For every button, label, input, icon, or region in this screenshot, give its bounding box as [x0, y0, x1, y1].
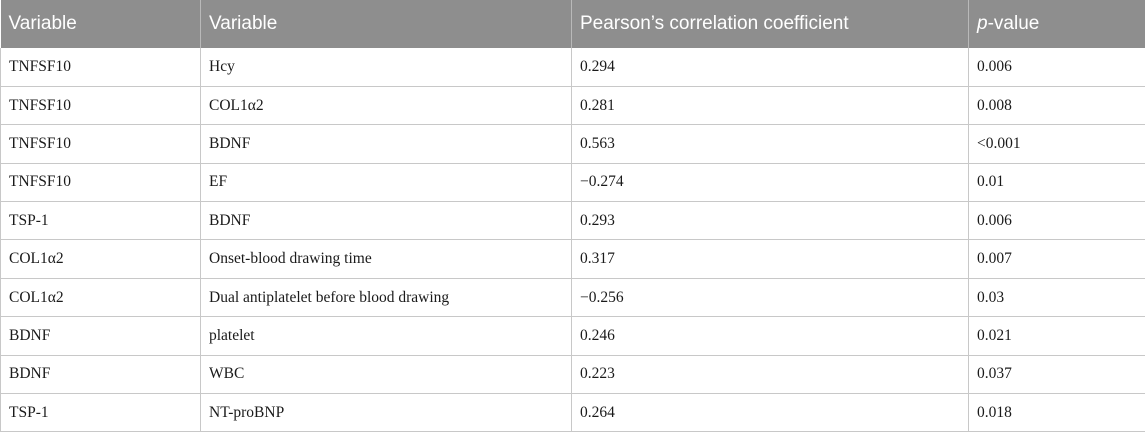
cell-pearson: 0.293 — [571, 201, 969, 241]
table-row: COL1α2 Onset-blood drawing time 0.317 0.… — [0, 239, 1145, 279]
cell-variable-1: BDNF — [0, 316, 201, 356]
header-row: Variable Variable Pearson’s correlation … — [0, 0, 1145, 48]
cell-variable-2: WBC — [200, 355, 572, 395]
header-p-value: p-value — [969, 0, 1145, 48]
header-p-italic: p — [977, 13, 988, 34]
cell-p-value: 0.037 — [968, 355, 1145, 395]
cell-variable-2: Hcy — [200, 48, 572, 87]
table-row: TNFSF10 COL1α2 0.281 0.008 — [0, 86, 1145, 126]
header-p-suffix: -value — [987, 13, 1040, 34]
cell-variable-1: TNFSF10 — [0, 124, 201, 164]
cell-variable-2: BDNF — [200, 201, 572, 241]
cell-pearson: 0.223 — [571, 355, 969, 395]
table-row: TSP-1 NT-proBNP 0.264 0.018 — [0, 393, 1145, 433]
table-row: COL1α2 Dual antiplatelet before blood dr… — [0, 278, 1145, 318]
cell-pearson: 0.281 — [571, 86, 969, 126]
cell-variable-2: Onset-blood drawing time — [200, 239, 572, 279]
cell-p-value: 0.006 — [968, 201, 1145, 241]
cell-pearson: −0.274 — [571, 163, 969, 203]
cell-variable-2: COL1α2 — [200, 86, 572, 126]
header-variable-2: Variable — [200, 0, 572, 48]
cell-variable-1: COL1α2 — [0, 278, 201, 318]
cell-variable-2: platelet — [200, 316, 572, 356]
cell-p-value: 0.021 — [968, 316, 1145, 356]
table-body: TNFSF10 Hcy 0.294 0.006 TNFSF10 COL1α2 0… — [0, 48, 1145, 433]
cell-p-value: <0.001 — [968, 124, 1145, 164]
table-row: BDNF WBC 0.223 0.037 — [0, 355, 1145, 395]
header-pearson-coefficient: Pearson’s correlation coefficient — [571, 0, 969, 48]
table-row: BDNF platelet 0.246 0.021 — [0, 316, 1145, 356]
cell-p-value: 0.018 — [968, 393, 1145, 433]
cell-p-value: 0.01 — [968, 163, 1145, 203]
cell-variable-1: BDNF — [0, 355, 201, 395]
cell-p-value: 0.03 — [968, 278, 1145, 318]
table-row: TNFSF10 Hcy 0.294 0.006 — [0, 48, 1145, 87]
cell-variable-1: TSP-1 — [0, 393, 201, 433]
table-row: TSP-1 BDNF 0.293 0.006 — [0, 201, 1145, 241]
cell-variable-1: COL1α2 — [0, 239, 201, 279]
header-variable-1: Variable — [0, 0, 201, 48]
cell-variable-1: TNFSF10 — [0, 163, 201, 203]
cell-pearson: 0.563 — [571, 124, 969, 164]
table-header: Variable Variable Pearson’s correlation … — [0, 0, 1145, 48]
cell-p-value: 0.008 — [968, 86, 1145, 126]
cell-p-value: 0.006 — [968, 48, 1145, 87]
table-row: TNFSF10 BDNF 0.563 <0.001 — [0, 124, 1145, 164]
cell-pearson: 0.264 — [571, 393, 969, 433]
cell-pearson: −0.256 — [571, 278, 969, 318]
cell-variable-2: BDNF — [200, 124, 572, 164]
cell-variable-2: NT-proBNP — [200, 393, 572, 433]
cell-variable-2: Dual antiplatelet before blood drawing — [200, 278, 572, 318]
cell-p-value: 0.007 — [968, 239, 1145, 279]
cell-pearson: 0.317 — [571, 239, 969, 279]
cell-variable-1: TNFSF10 — [0, 48, 201, 87]
cell-variable-1: TNFSF10 — [0, 86, 201, 126]
cell-pearson: 0.246 — [571, 316, 969, 356]
cell-variable-2: EF — [200, 163, 572, 203]
cell-variable-1: TSP-1 — [0, 201, 201, 241]
table-row: TNFSF10 EF −0.274 0.01 — [0, 163, 1145, 203]
cell-pearson: 0.294 — [571, 48, 969, 87]
